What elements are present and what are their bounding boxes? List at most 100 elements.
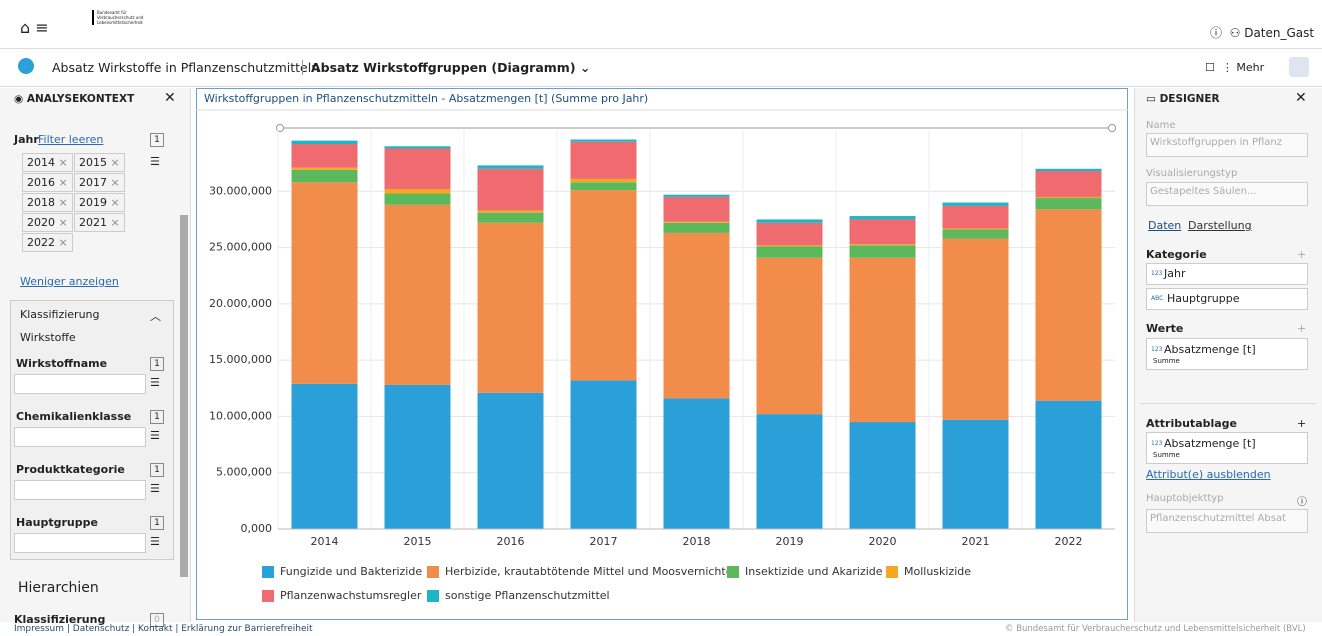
field-count: 1 [150,357,164,371]
user[interactable]: ⓘ ⚇ Daten_Gast [1210,26,1315,40]
field-count: 1 [150,516,164,530]
year-label: Jahr [14,133,39,146]
home-icon[interactable]: ⌂ ≡ [20,18,49,37]
list-icon[interactable]: ☰ [150,376,160,389]
field-input[interactable] [14,480,146,500]
chip-text: 2018 [27,196,55,209]
legend-swatch [262,566,274,578]
right-close[interactable]: ✕ [1295,90,1307,106]
bar-segment [849,245,916,258]
breadcrumb[interactable]: Absatz Wirkstoffe in Pflanzenschutzmitte… [52,60,320,75]
category-item[interactable]: ABC Hauptgruppe [1146,288,1308,310]
name-input[interactable]: Wirkstoffgruppen in Pflanz [1146,133,1308,157]
field-count: 1 [150,463,164,477]
bar-segment [291,140,358,145]
item-label: Jahr [1164,267,1186,280]
field-count: 1 [150,410,164,424]
tab-data[interactable]: Daten [1148,219,1182,232]
legend-swatch [262,590,274,602]
help-icon[interactable]: ⓘ [1297,497,1307,508]
slider-handle[interactable] [1108,124,1116,132]
chip-remove[interactable]: × [107,196,120,209]
year-chip[interactable]: 2021 × [74,213,125,232]
user-name[interactable]: Daten_Gast [1244,26,1315,40]
legend-label: Herbizide, krautabtötende Mittel und Moo… [445,565,737,578]
field-input[interactable] [14,427,146,447]
chart: Wirkstoffgruppen in Pflanzenschutzmittel… [196,92,1128,602]
chip-remove[interactable]: × [55,236,68,249]
item-label: Absatzmenge [t] [1164,343,1256,356]
year-chip[interactable]: 2020 × [22,213,73,232]
values-item[interactable]: 123 Absatzmenge [t] Summe [1146,338,1308,370]
item-type: ABC [1151,295,1164,302]
bar-segment [384,189,451,194]
year-chip[interactable]: 2016 × [22,173,73,192]
hide-link[interactable]: Attribut(e) ausblenden [1146,468,1271,481]
field-input[interactable] [14,533,146,553]
add-icon[interactable]: + [1297,248,1307,261]
list-icon[interactable]: ☰ [150,429,160,442]
bar-segment [570,380,637,529]
more-label[interactable]: Mehr [1236,61,1265,74]
main-select[interactable]: Pflanzenschutzmittel Absat [1146,509,1308,533]
attr-item[interactable]: 123 Absatzmenge [t] Summe [1146,432,1308,464]
footer-links[interactable]: Impressum | Datenschutz | Kontakt | Erkl… [14,624,313,634]
bar-segment [291,169,358,183]
bar-segment [756,257,823,415]
x-tick-label: 2015 [404,535,432,548]
filter-clear[interactable]: Filter leeren [38,133,104,146]
y-tick-label: 10.000,000 [209,409,272,422]
legend-label: Insektizide und Akarizide [745,565,883,578]
chip-remove[interactable]: × [55,196,68,209]
vis-select[interactable]: Gestapeltes Säulen... [1146,182,1308,206]
bar-segment [477,168,544,211]
x-tick-label: 2016 [497,535,525,548]
year-chip[interactable]: 2017 × [74,173,125,192]
add-icon[interactable]: + [1297,322,1307,335]
chip-remove[interactable]: × [107,156,120,169]
add-icon[interactable]: + [1297,417,1307,430]
list-icon[interactable]: ☰ [150,535,160,548]
field-input[interactable] [14,374,146,394]
item-label: Absatzmenge [t] [1164,437,1256,450]
slider-handle[interactable] [276,124,284,132]
scrollbar[interactable] [180,215,188,577]
right-title: ▭ DESIGNER [1146,93,1220,105]
year-chip[interactable]: 2014 × [22,153,73,172]
view-title[interactable]: Absatz Wirkstoffgruppen (Diagramm) ⌄ [302,60,590,75]
year-chip[interactable]: 2018 × [22,193,73,212]
item-label: Hauptgruppe [1167,292,1240,305]
bar-segment [477,165,544,169]
view-name[interactable]: Absatz Wirkstoffgruppen (Diagramm) [311,60,576,75]
logo-text: Bundesamt für Verbraucherschutz und Lebe… [92,10,157,25]
tab-display[interactable]: Darstellung [1188,219,1252,232]
category-item[interactable]: 123 Jahr [1146,263,1308,285]
chip-remove[interactable]: × [55,216,68,229]
legend-label: sonstige Pflanzenschutzmittel [445,589,610,602]
year-chip[interactable]: 2019 × [74,193,125,212]
bar-segment [942,238,1009,420]
chip-remove[interactable]: × [55,156,68,169]
chip-text: 2022 [27,236,55,249]
x-tick-label: 2014 [311,535,339,548]
year-chip[interactable]: 2015 × [74,153,125,172]
left-close[interactable]: ✕ [164,90,176,106]
year-chip[interactable]: 2022 × [22,233,73,252]
chip-remove[interactable]: × [107,176,120,189]
bar-segment [477,210,544,213]
bar-segment [663,221,730,223]
chip-remove[interactable]: × [107,216,120,229]
designer-toggle[interactable] [1289,57,1309,77]
vis-label: Visualisierungstyp [1146,168,1238,179]
x-tick-label: 2017 [590,535,618,548]
group-collapse[interactable]: ︿ [150,310,161,323]
chip-remove[interactable]: × [55,176,68,189]
more[interactable]: ☐ ⋮ Mehr [1205,61,1265,74]
main-label: Hauptobjekttyp [1146,493,1224,504]
bar-segment [942,229,1009,239]
hierarchy-item: Klassifizierung [14,613,106,626]
list-icon[interactable]: ☰ [150,482,160,495]
list-icon[interactable]: ☰ [150,155,160,168]
less-link[interactable]: Weniger anzeigen [20,275,119,288]
